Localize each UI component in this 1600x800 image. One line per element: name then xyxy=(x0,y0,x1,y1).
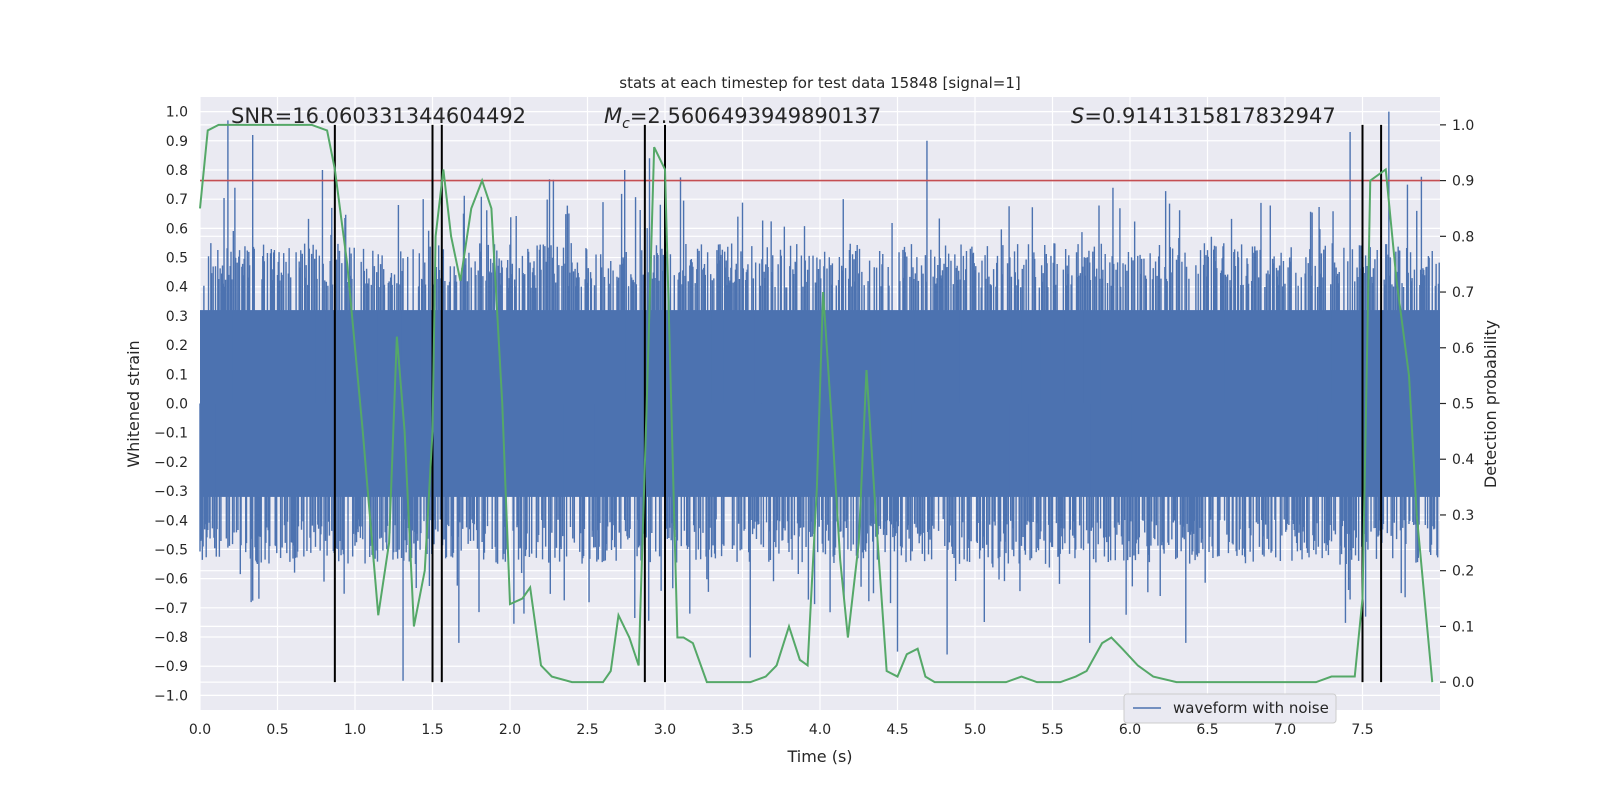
chart-title: stats at each timestep for test data 158… xyxy=(619,74,1020,92)
x-tick-label: 4.5 xyxy=(886,722,908,738)
s-symbol: S xyxy=(1071,104,1084,128)
y-left-tick-label: −0.1 xyxy=(154,426,188,442)
y-right-tick-label: 0.1 xyxy=(1452,619,1474,635)
s-value: =0.9141315817832947 xyxy=(1084,104,1335,128)
y-left-tick-label: 0.9 xyxy=(166,134,188,150)
legend-box xyxy=(1123,693,1337,724)
y-left-tick-label: −0.2 xyxy=(154,455,188,471)
snr-annotation: SNR=16.060331344604492 xyxy=(231,104,526,128)
y-right-tick-label: 1.0 xyxy=(1452,118,1474,134)
x-tick-label: 2.0 xyxy=(499,722,521,738)
x-tick-label: 0.0 xyxy=(189,722,211,738)
chirp-mass-value: =2.5606493949890137 xyxy=(630,104,881,128)
x-tick-label: 5.5 xyxy=(1041,722,1063,738)
y-right-tick-label: 0.7 xyxy=(1452,285,1474,301)
x-tick-label: 4.0 xyxy=(809,722,831,738)
x-tick-label: 6.5 xyxy=(1196,722,1218,738)
s-annotation: S=0.9141315817832947 xyxy=(1071,104,1336,128)
x-axis-label: Time (s) xyxy=(786,747,852,766)
y-left-tick-label: −0.7 xyxy=(154,601,188,617)
y-left-tick-label: −0.8 xyxy=(154,630,188,646)
x-tick-label: 0.5 xyxy=(266,722,288,738)
y-left-tick-label: 0.7 xyxy=(166,192,188,208)
probability-series xyxy=(199,123,1434,684)
x-tick-label: 1.0 xyxy=(344,722,366,738)
y-left-tick-label: −0.6 xyxy=(154,572,188,588)
y-right-tick-label: 0.8 xyxy=(1452,229,1474,245)
y-right-tick-label: 0.0 xyxy=(1452,675,1474,691)
x-tick-label: 7.5 xyxy=(1351,722,1373,738)
chirp-mass-symbol: M xyxy=(604,104,622,128)
x-tick-label: 5.0 xyxy=(964,722,986,738)
chirp-mass-annotation: Mc=2.5606493949890137 xyxy=(604,104,881,132)
x-tick-label: 6.0 xyxy=(1119,722,1141,738)
y-left-tick-label: −0.9 xyxy=(154,659,188,675)
y-left-axis-ticks: 1.0 0.9 0.8 0.7 0.6 0.5 0.4 0.3 0.2 0.1 0.0 −0.1 −0.… xyxy=(154,105,188,705)
y-right-axis-ticks: 1.0 0.9 0.8 0.7 0.6 0.5 0.4 0.3 0.2 0.1 0.0 xyxy=(1440,118,1474,691)
probability-line xyxy=(199,123,1434,684)
waveform-line xyxy=(199,111,1440,681)
x-tick-label: 7.0 xyxy=(1274,722,1296,738)
y-left-tick-label: 0.5 xyxy=(166,251,188,267)
y-right-axis-label: Detection probability xyxy=(1481,320,1500,488)
y-right-tick-label: 0.9 xyxy=(1452,174,1474,190)
y-left-tick-label: 0.4 xyxy=(166,280,188,296)
x-tick-label: 3.0 xyxy=(654,722,676,738)
x-tick-label: 3.5 xyxy=(731,722,753,738)
y-left-tick-label: 1.0 xyxy=(166,105,188,121)
y-left-tick-label: −0.4 xyxy=(154,513,188,529)
x-axis-ticks: 0.0 0.5 1.0 1.5 2.0 2.5 3.0 3.5 4.0 4.5 5.0 5.5 6.0 6… xyxy=(189,722,1374,738)
y-right-tick-label: 0.5 xyxy=(1452,397,1474,413)
y-right-tick-label: 0.6 xyxy=(1452,341,1474,357)
y-left-tick-label: 0.6 xyxy=(166,221,188,237)
x-tick-label: 2.5 xyxy=(576,722,598,738)
y-right-tick-label: 0.4 xyxy=(1452,452,1474,468)
y-left-tick-label: 0.8 xyxy=(166,163,188,179)
y-right-tick-label: 0.2 xyxy=(1452,564,1474,580)
legend-label: waveform with noise xyxy=(1173,699,1329,717)
y-left-tick-label: 0.2 xyxy=(166,338,188,354)
x-tick-label: 1.5 xyxy=(421,722,443,738)
y-left-tick-label: −0.3 xyxy=(154,484,188,500)
legend: waveform with noise xyxy=(1123,693,1337,724)
y-left-tick-label: −1.0 xyxy=(154,688,188,704)
y-left-tick-label: 0.3 xyxy=(166,309,188,325)
y-left-axis-label: Whitened strain xyxy=(124,340,143,467)
y-left-tick-label: 0.1 xyxy=(166,367,188,383)
y-left-tick-label: −0.5 xyxy=(154,542,188,558)
y-left-tick-label: 0.0 xyxy=(166,397,188,413)
y-right-tick-label: 0.3 xyxy=(1452,508,1474,524)
chirp-mass-subscript: c xyxy=(622,116,630,132)
